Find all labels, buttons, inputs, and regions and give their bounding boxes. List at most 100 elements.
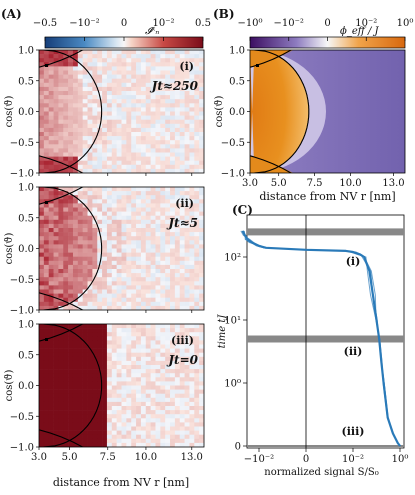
heatmap-cell [97,70,103,75]
heatmap-cell [170,187,176,192]
heatmap-cell [77,426,83,431]
heatmap-cell [194,305,200,310]
heatmap-cell [165,301,171,307]
heatmap-cell [140,140,147,145]
heatmap-cell [170,285,176,290]
heatmap-cell [63,373,69,378]
heatmap-cell [97,305,103,310]
heatmap-cell [165,132,171,137]
heatmap-cell [53,207,59,212]
heatmap-cell [39,203,45,208]
heatmap-cell [170,78,176,84]
heatmap-cell [194,397,200,403]
heatmap-cell [77,74,83,79]
heatmap-cell [126,269,132,274]
heatmap-cell [140,393,147,399]
heatmap-cell [77,132,83,137]
heatmap-cell [97,344,103,349]
heatmap-cell [194,103,200,108]
heatmap-cell [174,393,181,399]
heatmap-cell [126,381,132,386]
heatmap-cell [126,123,132,129]
heatmap-cell [106,187,113,192]
heatmap-cell [43,111,49,116]
heatmap-cell [39,187,45,192]
heatmap-cell [131,438,137,444]
heatmap-cell [121,301,127,307]
heatmap-cell [145,369,151,374]
heatmap-cell [150,66,156,71]
heatmap-cell [72,62,79,67]
heatmap-cell [194,356,200,362]
heatmap-cell [184,273,190,278]
heatmap-cell [63,54,69,59]
heatmap-cell [136,136,142,141]
heatmap-cell [92,70,98,75]
heatmap-cell [53,252,59,257]
heatmap-cell [58,352,64,358]
heatmap-cell [106,127,113,133]
heatmap-cell [199,356,204,362]
heatmap-cell [106,426,113,431]
heatmap-cell [184,418,190,423]
heatmap-cell [179,82,185,88]
heatmap-cell [194,381,200,386]
heatmap-cell [126,148,132,153]
heatmap-cell [72,289,79,294]
heatmap-cell [179,107,185,112]
heatmap-cell [140,401,147,407]
heatmap-cell [111,381,117,386]
heatmap-cell [43,442,49,447]
heatmap-cell [184,414,190,419]
heatmap-cell [131,152,137,157]
heatmap-cell [111,430,117,435]
heatmap-cell [116,365,122,370]
heatmap-cell [136,369,142,374]
heatmap-cell [102,187,108,192]
heatmap-cell [145,414,151,419]
heatmap-cell [131,191,137,196]
heatmap-cell [77,360,83,366]
colorbar-tick-label: 10⁻² [152,18,174,29]
heatmap-cell [63,301,69,307]
heatmap-cell [63,377,69,382]
heatmap-cell [72,86,79,92]
heatmap-cell [140,156,147,161]
heatmap-cell [170,352,176,358]
heatmap-cell [189,418,195,423]
heatmap-cell [199,281,204,286]
heatmap-cell [39,438,45,444]
heatmap-cell [39,248,45,253]
heatmap-cell [82,136,88,141]
heatmap-cell [82,207,88,212]
heatmap-cell [140,414,147,419]
boundary-curves [39,187,103,310]
heatmap-cell [53,144,59,149]
heatmap-cell [189,252,195,257]
heatmap-cell [58,248,64,253]
heatmap-cell [48,260,54,266]
heatmap-cell [121,369,127,374]
heatmap-cell [102,285,108,290]
heatmap-cell [140,152,147,157]
heatmap-cell [102,264,108,270]
heatmap-cell [126,252,132,257]
heatmap-cell [174,160,181,166]
subpanel-label: (iii) [171,334,194,347]
heatmap-cell [77,168,83,173]
heatmap-cell [106,50,113,55]
heatmap-cell [121,82,127,88]
heatmap-cell [87,223,93,229]
heatmap-cell [194,410,200,415]
heatmap-cell [111,264,117,270]
heatmap-cell [72,369,79,374]
heatmap-cell [131,203,137,208]
heatmap-cell [165,422,171,427]
heatmap-cell [77,232,83,237]
heatmap-cell [77,148,83,153]
heatmap-cell [194,422,200,427]
heatmap-cell [111,352,117,358]
heatmap-cell [160,301,166,307]
heatmap-cell [189,397,195,403]
heatmap-cell [116,74,122,79]
